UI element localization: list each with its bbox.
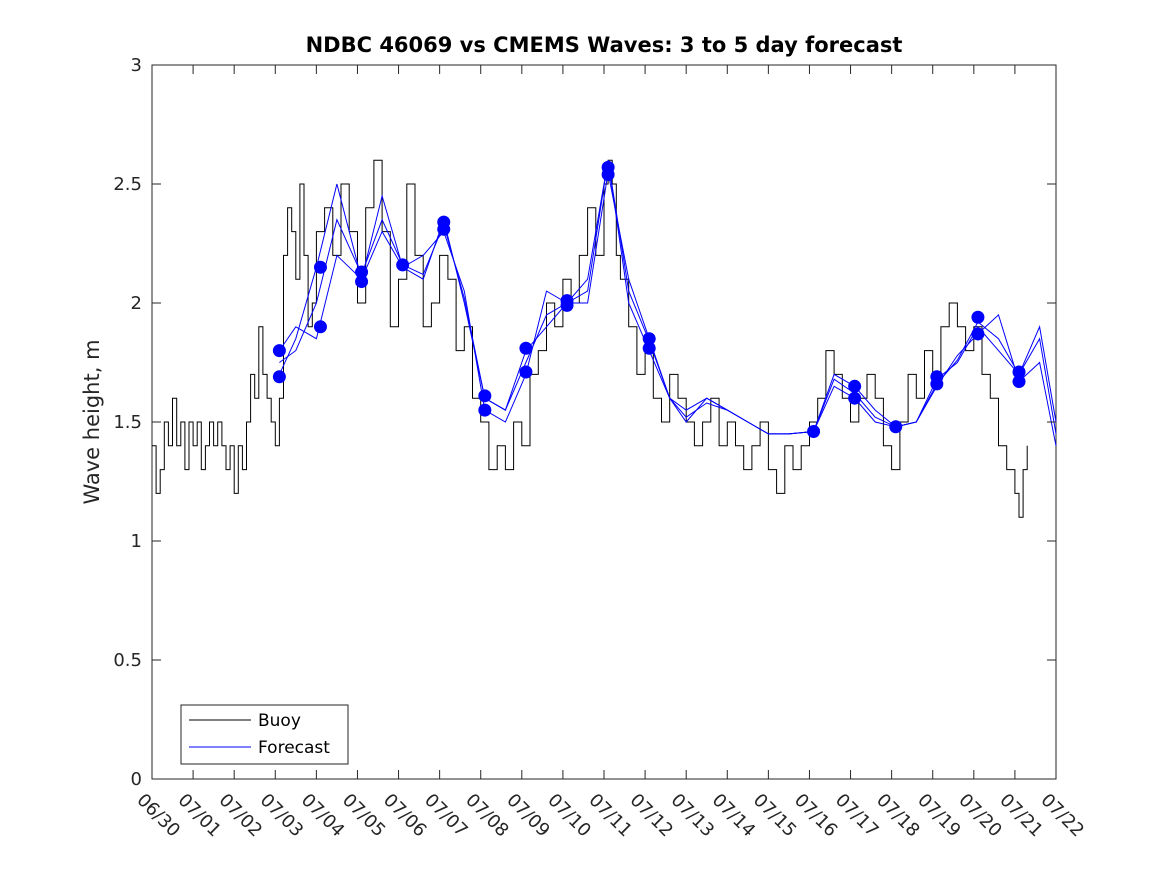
x-tick-label: 07/17 [831, 790, 883, 842]
forecast-marker [560, 298, 574, 312]
forecast-marker [519, 341, 533, 355]
forecast-marker [971, 327, 985, 341]
x-tick-label: 07/16 [790, 790, 842, 842]
forecast-marker [396, 258, 410, 272]
forecast-marker [889, 420, 903, 434]
forecast-marker [971, 310, 985, 324]
legend: Buoy Forecast [180, 704, 349, 765]
buoy-series-line [152, 159, 1028, 518]
x-tick-label: 07/21 [995, 790, 1047, 842]
legend-box [180, 704, 349, 765]
legend-forecast-label: Forecast [258, 738, 330, 758]
x-tick-label: 07/15 [749, 790, 801, 842]
x-tick-label: 07/06 [379, 790, 431, 842]
x-tick-label: 07/07 [420, 790, 472, 842]
x-tick-label: 07/11 [584, 790, 636, 842]
x-tick-label: 07/13 [667, 790, 719, 842]
y-axis-label: Wave height, m [80, 339, 104, 504]
chart-title: NDBC 46069 vs CMEMS Waves: 3 to 5 day fo… [306, 33, 903, 57]
y-tick-label: 3 [131, 55, 142, 76]
x-tick-label: 07/10 [543, 790, 595, 842]
forecast-marker [601, 167, 615, 181]
forecast-marker [642, 341, 656, 355]
y-tick-label: 1 [131, 531, 142, 552]
forecast-marker [272, 370, 286, 384]
y-tick-label: 0.5 [113, 650, 142, 671]
y-tick-label: 2 [131, 293, 142, 314]
y-tick-label: 1.5 [113, 412, 142, 433]
legend-buoy-label: Buoy [258, 711, 301, 731]
x-tick-label: 07/05 [338, 790, 390, 842]
forecast-marker [313, 320, 327, 334]
x-tick-label: 07/03 [256, 790, 308, 842]
forecast-marker [355, 265, 369, 279]
x-tick-label: 07/09 [502, 790, 554, 842]
forecast-marker [1012, 365, 1026, 379]
forecast-marker [519, 365, 533, 379]
forecast-marker [478, 403, 492, 417]
series-layer [152, 159, 1057, 518]
forecast-marker [930, 377, 944, 391]
x-tick-label: 07/22 [1036, 790, 1088, 842]
forecast-marker [272, 344, 286, 358]
forecast-marker [478, 389, 492, 403]
forecast-marker [437, 222, 451, 236]
x-tick-label: 07/14 [708, 790, 760, 842]
x-tick-label: 07/18 [872, 790, 924, 842]
forecast-marker [807, 425, 821, 439]
x-tick-label: 07/19 [913, 790, 965, 842]
x-tick-label: 07/20 [954, 790, 1006, 842]
forecast-marker [1012, 375, 1026, 389]
forecast-marker [848, 391, 862, 405]
x-tick-label: 07/02 [215, 790, 267, 842]
y-tick-label: 2.5 [113, 174, 142, 195]
forecast-marker [642, 332, 656, 346]
marker-layer [272, 160, 1026, 439]
forecast-marker [355, 275, 369, 289]
forecast-marker [848, 379, 862, 393]
y-tick-label: 0 [131, 769, 142, 790]
x-tick-label: 07/04 [297, 790, 349, 842]
x-tick-label: 06/30 [132, 790, 184, 842]
x-tick-label: 07/12 [626, 790, 678, 842]
forecast-series-line-3 [279, 160, 1057, 435]
x-tick-label: 07/08 [461, 790, 513, 842]
x-tick-label: 07/01 [174, 790, 226, 842]
forecast-marker [313, 260, 327, 274]
